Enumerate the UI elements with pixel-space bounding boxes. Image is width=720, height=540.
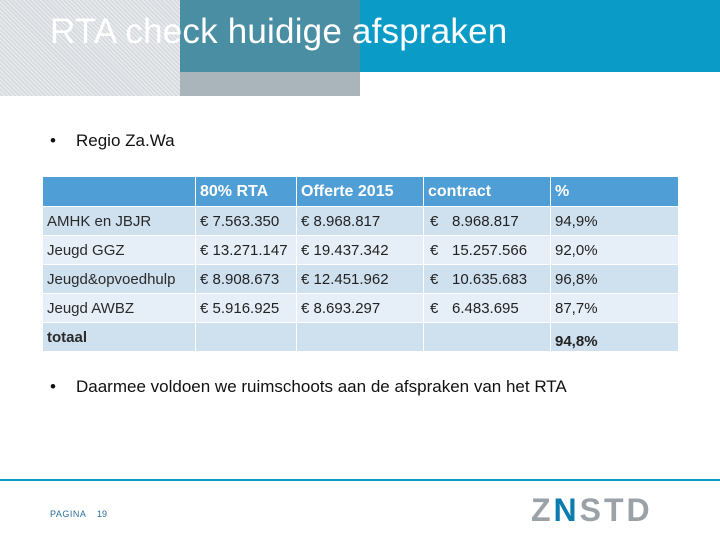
header-grey-strip [180,72,360,96]
cell-offerte: € 19.437.342 [296,235,424,265]
euro-sign: € [430,212,439,230]
header-cell-rta: 80% RTA [195,176,297,207]
header-white-strip [360,72,720,96]
table-header-row: 80% RTA Offerte 2015 contract % [42,176,679,207]
cell-total-label: totaal [42,322,196,352]
header-teal-block [180,0,360,72]
header-cell-empty [42,176,196,207]
bullet-dot: • [50,377,56,396]
header-band: RTA check huidige afspraken [0,0,720,96]
cell-rta: € 13.271.147 [195,235,297,265]
cell-rta: € 8.908.673 [195,264,297,294]
bullet-region: • Regio Za.Wa [50,131,175,151]
cell-offerte: € 8.968.817 [296,206,424,236]
cell-empty [296,322,424,352]
table-row: AMHK en JBJR € 7.563.350 € 8.968.817 €8.… [42,206,679,236]
logo-n: N [553,492,580,528]
bullet-conclusion: • Daarmee voldoen we ruimschoots aan de a… [50,377,567,397]
slide-title: RTA check huidige afspraken [50,12,508,51]
header-cell-offerte: Offerte 2015 [296,176,424,207]
header-cell-pct: % [550,176,679,207]
cell-offerte: € 8.693.297 [296,293,424,323]
footer-divider [0,479,720,481]
cell-pct: 92,0% [550,235,679,265]
cell-category: Jeugd&opvoedhulp [42,264,196,294]
table-row: Jeugd&opvoedhulp € 8.908.673 € 12.451.96… [42,264,679,294]
table-total-row: totaal 94,8% [42,322,679,352]
contract-value: 15.257.566 [452,241,528,259]
bullet-region-text: Regio Za.Wa [76,131,175,150]
cell-category: AMHK en JBJR [42,206,196,236]
cell-contract: €8.968.817 [423,206,551,236]
page-number: 19 [97,509,108,519]
logo-z: Z [531,492,554,528]
rta-table: 80% RTA Offerte 2015 contract % AMHK en … [42,176,679,352]
contract-value: 6.483.695 [452,299,519,317]
contract-value: 10.635.683 [452,270,528,288]
cell-pct: 87,7% [550,293,679,323]
cell-rta: € 7.563.350 [195,206,297,236]
cell-contract: €6.483.695 [423,293,551,323]
cell-total-pct: 94,8% [550,322,679,352]
header-blue-block [360,0,720,72]
cell-category: Jeugd AWBZ [42,293,196,323]
cell-pct: 94,9% [550,206,679,236]
cell-offerte: € 12.451.962 [296,264,424,294]
header-cell-contract: contract [423,176,551,207]
cell-empty [195,322,297,352]
page-label: PAGINA [50,509,87,519]
euro-sign: € [430,270,439,288]
bullet-dot: • [50,131,56,150]
cell-empty [423,322,551,352]
euro-sign: € [430,299,439,317]
table-row: Jeugd AWBZ € 5.916.925 € 8.693.297 €6.48… [42,293,679,323]
logo-std: STD [579,492,653,528]
cell-contract: €10.635.683 [423,264,551,294]
cell-category: Jeugd GGZ [42,235,196,265]
bullet-conclusion-text: Daarmee voldoen we ruimschoots aan de af… [76,377,567,396]
cell-pct: 96,8% [550,264,679,294]
table-row: Jeugd GGZ € 13.271.147 € 19.437.342 €15.… [42,235,679,265]
euro-sign: € [430,241,439,259]
znstd-logo: ZNSTD [531,492,653,529]
cell-rta: € 5.916.925 [195,293,297,323]
contract-value: 8.968.817 [452,212,519,230]
cell-contract: €15.257.566 [423,235,551,265]
